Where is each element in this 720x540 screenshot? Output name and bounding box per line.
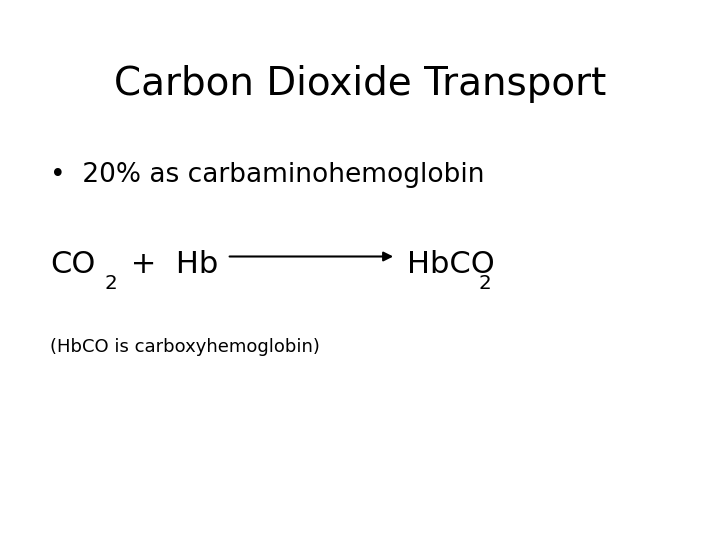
Text: 2: 2 <box>479 274 492 293</box>
Text: •  20% as carbaminohemoglobin: • 20% as carbaminohemoglobin <box>50 162 485 188</box>
Text: +  Hb: + Hb <box>121 250 218 279</box>
Text: CO: CO <box>50 250 96 279</box>
Text: HbCO: HbCO <box>407 250 495 279</box>
Text: (HbCO is carboxyhemoglobin): (HbCO is carboxyhemoglobin) <box>50 338 320 355</box>
Text: 2: 2 <box>104 274 117 293</box>
Text: Carbon Dioxide Transport: Carbon Dioxide Transport <box>114 65 606 103</box>
